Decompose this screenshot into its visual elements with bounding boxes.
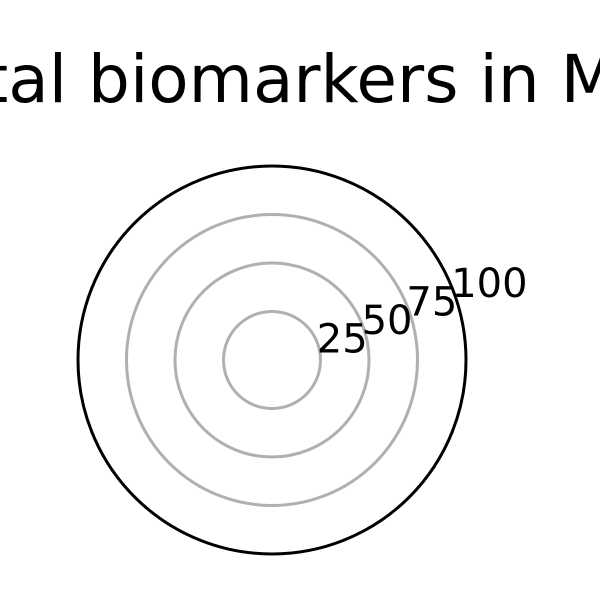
radial-tick-label-75: 75: [406, 279, 457, 325]
grid-circle-75: [125, 213, 419, 507]
radial-grid: [76, 164, 468, 556]
radial-tick-label-50: 50: [362, 298, 413, 344]
grid-circle-25: [222, 310, 322, 410]
radial-tick-label-100: 100: [451, 261, 527, 307]
grid-circle-50: [173, 261, 371, 459]
chart-title: tal biomarkers in M: [0, 41, 600, 118]
radial-tick-label-25: 25: [317, 316, 368, 362]
outer-frame-circle: [76, 164, 468, 556]
